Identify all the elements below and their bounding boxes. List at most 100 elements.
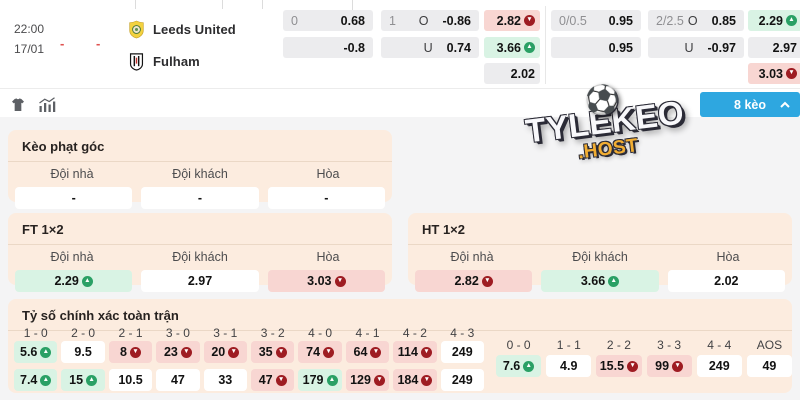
- x12-odds-cell[interactable]: 2.29: [748, 10, 800, 31]
- score-odds-cell[interactable]: 9.5: [61, 341, 105, 363]
- over-odds-cell[interactable]: 1 O -0.86: [381, 10, 479, 31]
- lineup-jersey-icon[interactable]: [10, 97, 26, 118]
- hdp-odds-cell[interactable]: 0 0.68: [283, 10, 373, 31]
- score-odds-cell[interactable]: 7.6: [496, 355, 542, 377]
- score-odds-cell[interactable]: 33: [203, 369, 247, 391]
- odds-group-divider: [545, 6, 546, 84]
- trend-icon: [81, 275, 93, 287]
- score-odds-cell[interactable]: 249: [440, 341, 484, 363]
- stats-chart-icon[interactable]: [38, 96, 56, 118]
- score-odds-cell[interactable]: 99: [646, 355, 692, 377]
- trend-icon: [40, 374, 52, 386]
- ft-1x2-section: FT 1×2 Đội nhà Đội khách Hòa 2.29 2.97 3…: [8, 213, 392, 292]
- under-label: U: [684, 40, 694, 55]
- odds-value: 4.9: [560, 359, 578, 373]
- x12-odds-cell[interactable]: 3.03: [748, 63, 800, 84]
- kickoff-time: 22:00: [14, 22, 45, 36]
- ht-draw-odds-cell[interactable]: 2.02: [667, 270, 785, 292]
- under-odds-cell[interactable]: U 0.74: [381, 37, 479, 58]
- trend-icon: [524, 15, 535, 26]
- exact-score-section: Tỷ số chính xác toàn trận 1 - 0 2 - 0 2 …: [8, 299, 792, 393]
- odds-value: 74: [306, 345, 321, 359]
- trend-icon: [86, 374, 98, 386]
- total-line: 1: [389, 13, 396, 28]
- x12-odds-cell[interactable]: 2.82: [484, 10, 540, 31]
- score-odds-cell[interactable]: 35: [251, 341, 295, 363]
- x12-odds-cell[interactable]: 3.66: [484, 37, 540, 58]
- score-odds-cell[interactable]: 49: [746, 355, 792, 377]
- hdp-odds-cell[interactable]: -0.8: [283, 37, 373, 58]
- over-label: O: [687, 13, 698, 28]
- score-odds-cell[interactable]: 47: [251, 369, 295, 391]
- score-odds-cell[interactable]: 7.4: [14, 369, 58, 391]
- away-team-row[interactable]: Fulham: [128, 51, 200, 71]
- score-headers-right: 0 - 0 1 - 1 2 - 2 3 - 3 4 - 4 AOS: [496, 338, 792, 352]
- col-header-draw: Hòa: [316, 167, 340, 181]
- over-odds-cell[interactable]: 2/2.5 O 0.85: [648, 10, 744, 31]
- score-odds-cell[interactable]: 114: [393, 341, 437, 363]
- corner-home-odds-cell[interactable]: -: [15, 187, 133, 209]
- x12-odds-cell[interactable]: 2.97: [748, 37, 800, 58]
- score-col-header: 3 - 2: [260, 326, 285, 340]
- hdp-odds-cell[interactable]: 0.95: [551, 37, 641, 58]
- score-odds-cell[interactable]: 5.6: [14, 341, 58, 363]
- trend-icon: [421, 374, 433, 386]
- score-odds-cell[interactable]: 184: [393, 369, 437, 391]
- score-odds-cell[interactable]: 64: [345, 341, 390, 363]
- x12-odds-cell[interactable]: 2.02: [484, 63, 540, 84]
- col-header-home: Đội nhà: [50, 167, 94, 181]
- trend-icon: [523, 360, 535, 372]
- odds-value: 20: [211, 345, 226, 359]
- odds-value: 2.02: [510, 66, 535, 81]
- odds-value: 3.03: [758, 66, 783, 81]
- score-odds-cell[interactable]: 15.5: [596, 355, 642, 377]
- ft-home-odds-cell[interactable]: 2.29: [15, 270, 133, 292]
- score-odds-cell[interactable]: 47: [156, 369, 200, 391]
- ht-away-odds-cell[interactable]: 3.66: [541, 270, 659, 292]
- odds-value: 2.29: [54, 274, 79, 288]
- score-odds-cell[interactable]: 249: [440, 369, 484, 391]
- ht-home-odds-cell[interactable]: 2.82: [415, 270, 533, 292]
- ft-draw-odds-cell[interactable]: 3.03: [267, 270, 385, 292]
- odds-value: 2.82: [496, 13, 521, 28]
- score-row-home: 5.6 9.5 8 23 20 35 74 64 114 249: [14, 341, 484, 363]
- under-odds-cell[interactable]: U -0.97: [648, 37, 744, 58]
- odds-value: 114: [397, 345, 418, 359]
- col-header-draw: Hòa: [316, 250, 340, 264]
- under-label: U: [423, 40, 433, 55]
- ft-away-odds-cell[interactable]: 2.97: [141, 270, 259, 292]
- score-odds-cell[interactable]: 20: [203, 341, 247, 363]
- col-header-draw: Hòa: [716, 250, 740, 264]
- away-team-name: Fulham: [153, 53, 200, 69]
- home-team-row[interactable]: Leeds United: [128, 19, 236, 39]
- score-col-header: AOS: [756, 338, 783, 352]
- odds-value: -0.8: [343, 40, 365, 55]
- corner-away-odds-cell[interactable]: -: [141, 187, 259, 209]
- score-col-header: 4 - 4: [707, 338, 732, 352]
- corner-draw-odds-cell[interactable]: -: [267, 187, 385, 209]
- odds-value: 0.68: [340, 13, 365, 28]
- odds-count-toggle-button[interactable]: 8 kèo: [700, 92, 800, 117]
- score-odds-cell[interactable]: 4.9: [546, 355, 592, 377]
- trend-icon: [129, 346, 141, 358]
- score-odds-cell[interactable]: 129: [345, 369, 390, 391]
- over-label: O: [418, 13, 429, 28]
- odds-value: 15: [69, 373, 84, 387]
- odds-value: 47: [258, 373, 273, 387]
- score-odds-cell[interactable]: 8: [108, 341, 153, 363]
- score-odds-cell[interactable]: 23: [156, 341, 200, 363]
- odds-value: 0.74: [446, 40, 471, 55]
- odds-value: -0.97: [707, 40, 737, 55]
- trend-icon: [40, 346, 52, 358]
- score-odds-cell[interactable]: 74: [298, 341, 342, 363]
- hdp-odds-cell[interactable]: 0/0.5 0.95: [551, 10, 641, 31]
- trend-icon: [370, 346, 382, 358]
- score-odds-cell[interactable]: 10.5: [108, 369, 153, 391]
- score-odds-cell[interactable]: 15: [61, 369, 105, 391]
- score-col-header: 1 - 0: [23, 326, 48, 340]
- header-divider: [0, 88, 800, 89]
- trend-icon: [524, 42, 535, 53]
- score-odds-cell[interactable]: 179: [298, 369, 342, 391]
- score-odds-cell[interactable]: 249: [696, 355, 742, 377]
- score-col-header: 3 - 1: [213, 326, 238, 340]
